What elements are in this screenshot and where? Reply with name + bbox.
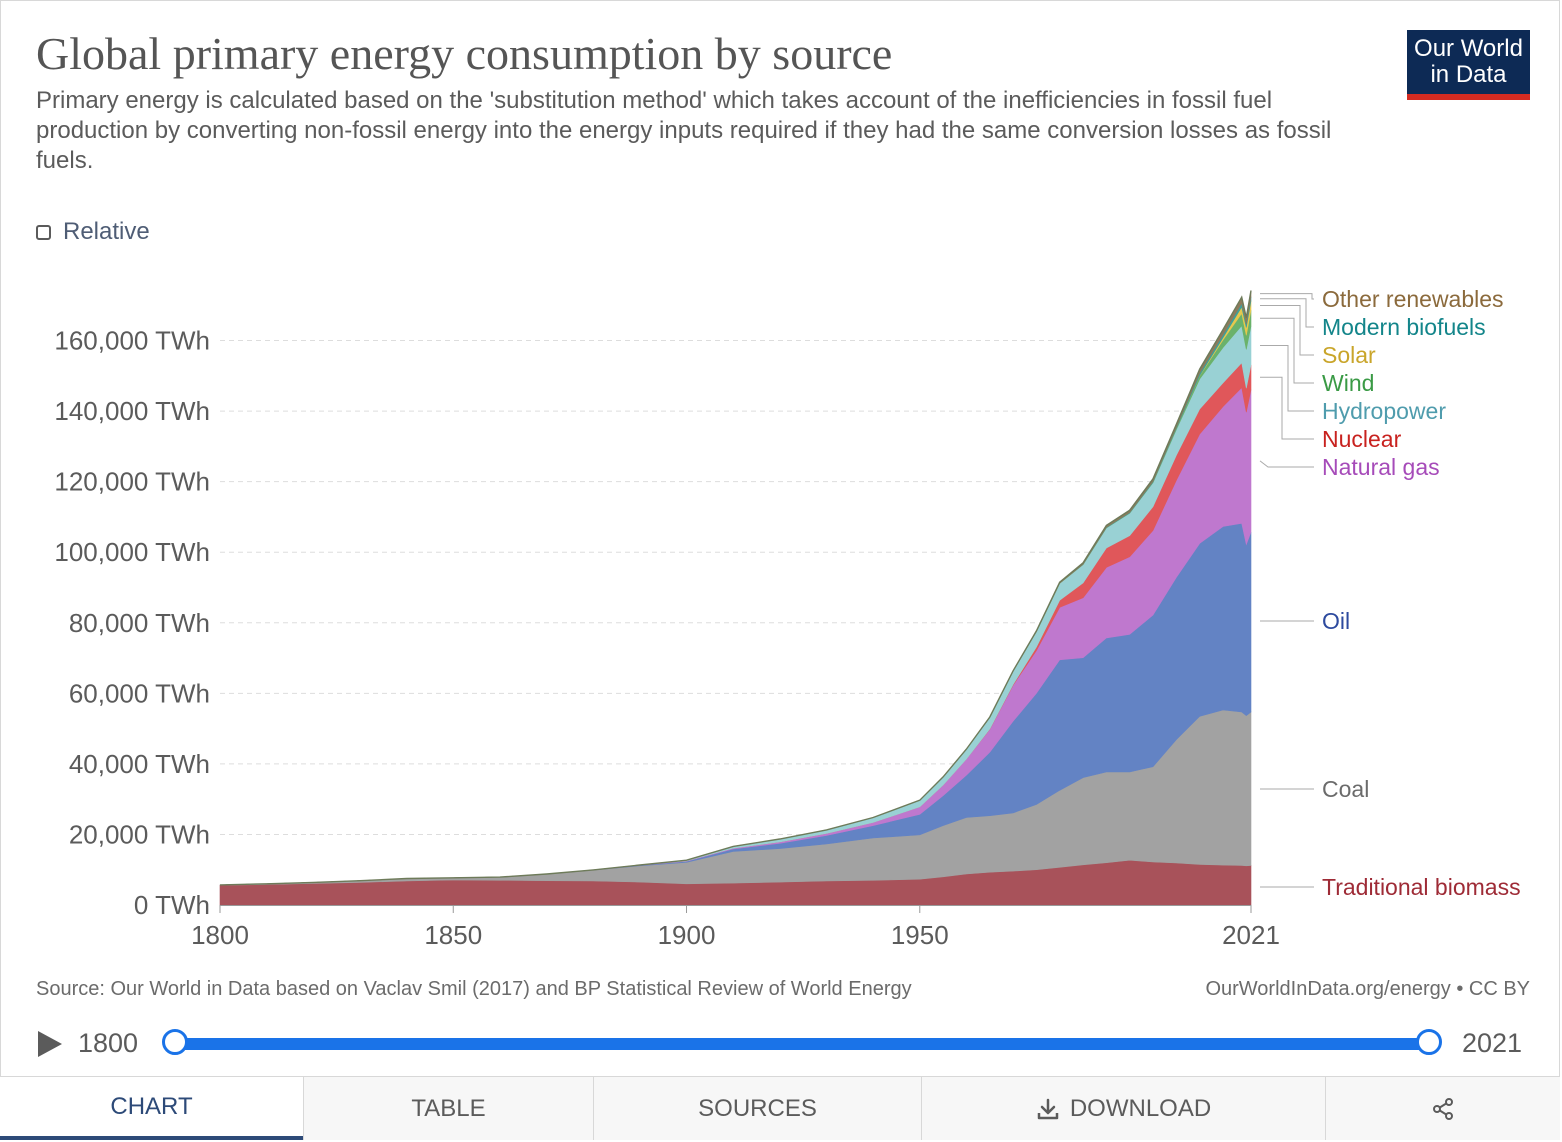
y-tick-label: 140,000 TWh — [54, 396, 210, 426]
owid-logo[interactable]: Our World in Data — [1407, 30, 1530, 100]
stack-top-outline — [219, 290, 1252, 886]
relative-checkbox[interactable] — [36, 224, 51, 240]
tab-share[interactable] — [1325, 1077, 1560, 1140]
x-tick-label: 1850 — [424, 920, 482, 950]
legend-label-solar: Solar — [1322, 342, 1376, 368]
chart-title: Global primary energy consumption by sou… — [36, 28, 893, 79]
x-tick-label: 2021 — [1222, 920, 1280, 950]
y-tick-label: 20,000 TWh — [69, 819, 210, 849]
legend-connector-nuclear — [1260, 376, 1314, 440]
legend-label-modern-biofuels: Modern biofuels — [1322, 314, 1486, 340]
share-icon — [1433, 1097, 1453, 1120]
timeline-track[interactable] — [176, 1038, 1430, 1050]
tab-sources[interactable]: SOURCES — [593, 1077, 921, 1140]
stacked-area-chart[interactable]: 0 TWh 20,000 TWh 40,000 TWh 60,000 TWh 80,00… — [0, 0, 1562, 970]
legend-label-nuclear: Nuclear — [1322, 426, 1402, 452]
y-tick-label: 160,000 TWh — [54, 326, 210, 356]
legend-label-oil: Oil — [1322, 608, 1350, 634]
download-icon — [1037, 1098, 1059, 1119]
source-note: Source: Our World in Data based on Vacla… — [36, 978, 912, 1000]
legend-connector-solar — [1260, 305, 1314, 356]
legend-label-wind: Wind — [1322, 370, 1374, 396]
tab-table-label: TABLE — [411, 1094, 486, 1122]
tab-download[interactable]: DOWNLOAD — [921, 1077, 1325, 1140]
timeline: 1800 2021 — [0, 1020, 1562, 1070]
legend-connector-wind — [1260, 317, 1314, 384]
y-tick-label: 60,000 TWh — [69, 678, 210, 708]
y-tick-label: 80,000 TWh — [69, 608, 210, 638]
y-tick-label: 120,000 TWh — [54, 467, 210, 497]
relative-label: Relative — [63, 218, 150, 245]
logo-line-1: Our World — [1414, 35, 1523, 62]
x-tick-label: 1950 — [891, 920, 949, 950]
legend-label-natural-gas: Natural gas — [1322, 454, 1440, 480]
tab-chart[interactable]: CHART — [0, 1077, 303, 1140]
legend-label-coal: Coal — [1322, 776, 1369, 802]
area-series — [219, 290, 1252, 906]
tab-download-label: DOWNLOAD — [1069, 1094, 1212, 1122]
y-tick-label: 100,000 TWh — [54, 537, 210, 567]
legend-connector-modern-biofuels — [1260, 298, 1314, 328]
legend-label-traditional-biomass: Traditional biomass — [1322, 874, 1521, 900]
tab-sources-label: SOURCES — [698, 1094, 817, 1122]
legend: Traditional biomass Coal Oil Natural gasNuc… — [1259, 286, 1521, 900]
tab-table[interactable]: TABLE — [303, 1077, 593, 1140]
legend-label-hydropower: Hydropower — [1322, 398, 1446, 424]
x-tick-label: 1800 — [191, 920, 249, 950]
legend-connector-other-renewables — [1260, 293, 1314, 300]
relative-toggle[interactable]: Relative — [36, 216, 150, 248]
timeline-start-handle[interactable] — [162, 1029, 188, 1055]
legend-label-other-renewables: Other renewables — [1322, 286, 1504, 312]
legend-connector-natural-gas — [1259, 460, 1314, 468]
logo-line-2: in Data — [1430, 61, 1507, 88]
timeline-end-handle[interactable] — [1416, 1029, 1442, 1055]
play-icon[interactable] — [38, 1031, 62, 1057]
y-tick-label: 40,000 TWh — [69, 749, 210, 779]
timeline-end-year: 2021 — [1462, 1028, 1523, 1058]
y-tick-label: 0 TWh — [134, 890, 210, 920]
x-tick-label: 1900 — [658, 920, 716, 950]
timeline-start-year: 1800 — [78, 1028, 139, 1058]
source-url-link[interactable]: OurWorldInData.org/energy • CC BY — [1205, 978, 1530, 1000]
tab-bar: CHART TABLE SOURCES DOWNLOAD — [0, 1076, 1560, 1140]
tab-chart-label: CHART — [110, 1092, 193, 1120]
chart-subtitle: Primary energy is calculated based on th… — [36, 87, 1332, 174]
axes: 0 TWh 20,000 TWh 40,000 TWh 60,000 TWh 80,00… — [54, 326, 1280, 950]
legend-connector-hydropower — [1260, 345, 1314, 412]
